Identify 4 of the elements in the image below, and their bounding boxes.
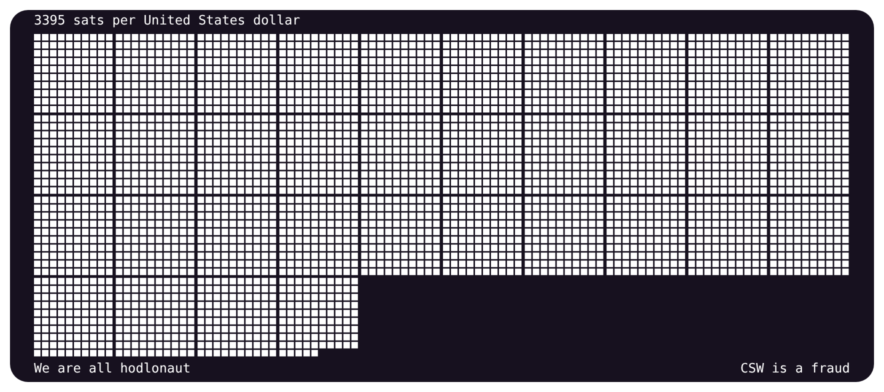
text: CSW is a fraud [740,361,850,376]
text: sats per United States dollar [73,13,300,28]
text: We are all hodlonaut [34,361,191,376]
data-label: 3395 [34,13,66,28]
